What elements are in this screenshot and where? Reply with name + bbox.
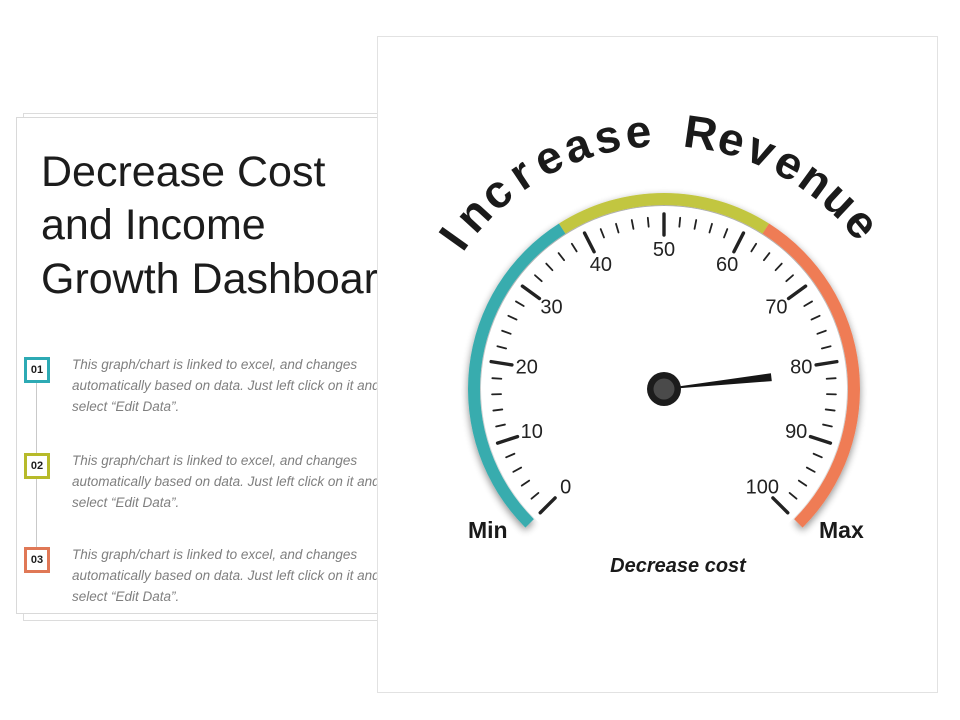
svg-text:100: 100 <box>746 476 779 498</box>
svg-text:10: 10 <box>521 421 543 443</box>
svg-text:50: 50 <box>653 239 675 261</box>
svg-text:70: 70 <box>765 296 787 318</box>
svg-text:30: 30 <box>540 296 562 318</box>
svg-text:40: 40 <box>590 254 612 276</box>
svg-text:90: 90 <box>785 421 807 443</box>
svg-text:e: e <box>623 104 654 158</box>
svg-text:80: 80 <box>790 356 812 378</box>
svg-text:20: 20 <box>516 356 538 378</box>
svg-text:0: 0 <box>560 476 571 498</box>
svg-text:60: 60 <box>716 254 738 276</box>
